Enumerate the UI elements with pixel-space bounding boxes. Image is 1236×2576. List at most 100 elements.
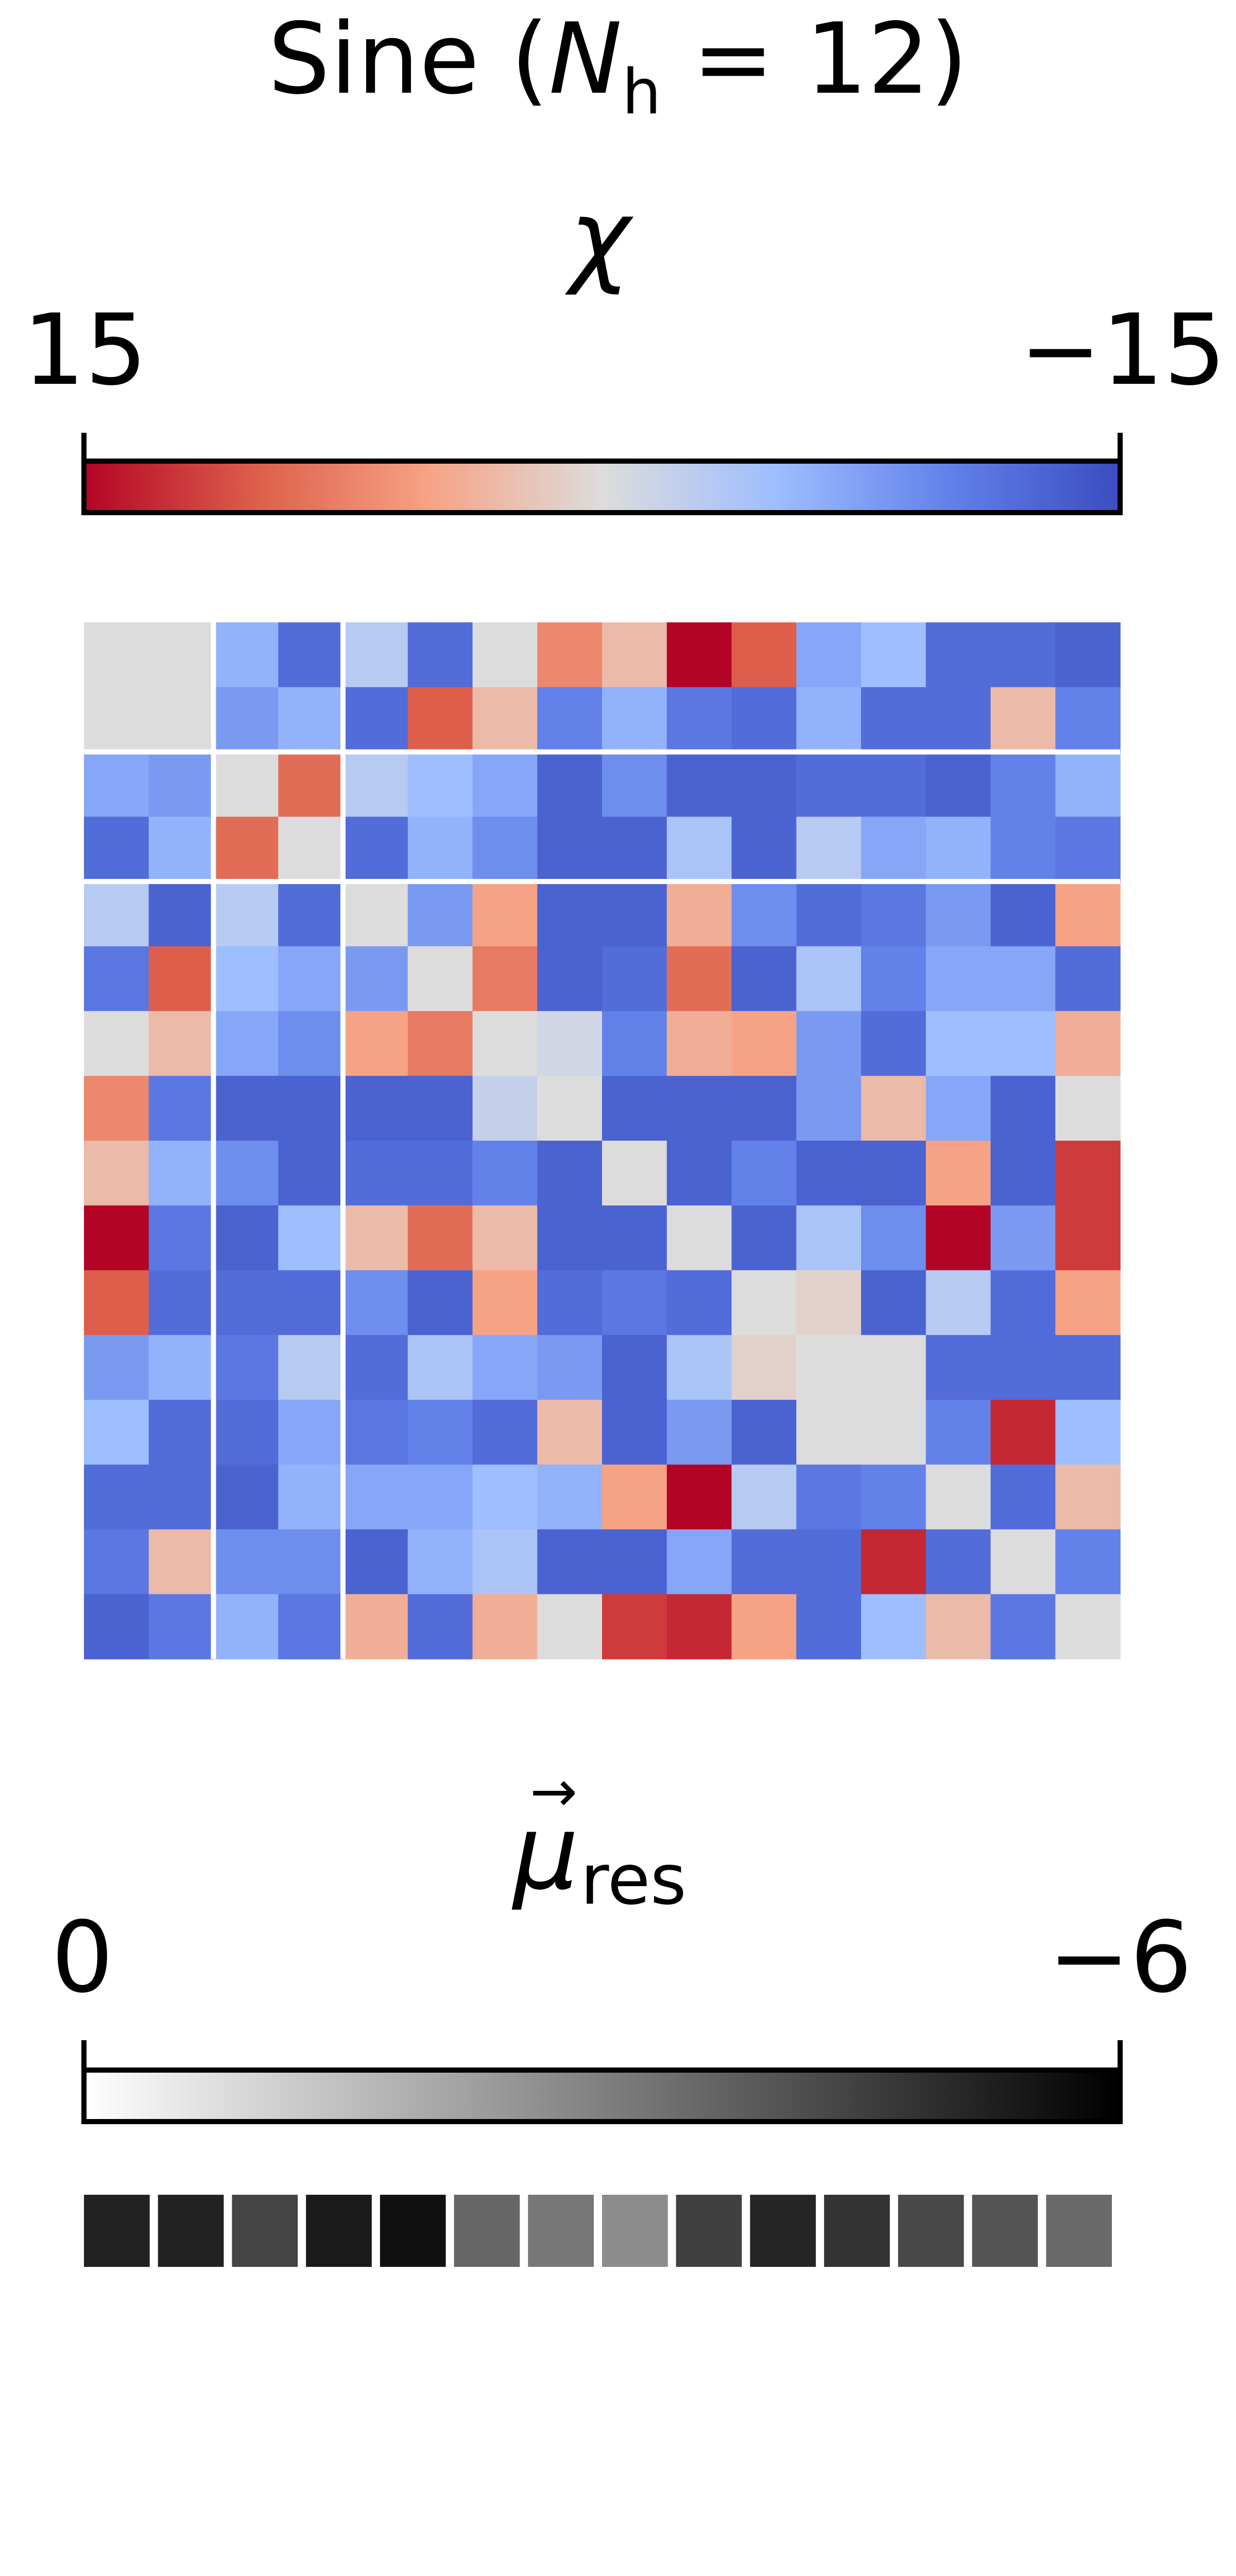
heatmap-cell-r8-c9 [666, 1141, 732, 1206]
heatmap-cell-r4-c7 [537, 882, 603, 947]
heatmap-cell-r14-c8 [602, 1529, 667, 1595]
heatmap-cell-r12-c8 [602, 1400, 667, 1465]
heatmap-cell-r15-c1 [148, 1594, 214, 1659]
chi-colorbar-left-tick-label: 15 [23, 293, 147, 407]
heatmap-cell-r2-c2 [213, 752, 279, 818]
heatmap-cell-r3-c6 [472, 817, 538, 882]
heatmap-cell-r5-c6 [472, 946, 538, 1012]
mu-res-cell-11 [898, 2195, 964, 2267]
heatmap-cell-r14-c10 [731, 1529, 797, 1595]
heatmap-cell-r10-c2 [213, 1270, 279, 1336]
heatmap-cell-r7-c11 [796, 1076, 862, 1141]
heatmap-cell-r4-c10 [731, 882, 797, 947]
heatmap-cell-r3-c4 [343, 817, 408, 882]
heatmap-cell-r15-c6 [472, 1594, 538, 1659]
heatmap-cell-r12-c2 [213, 1400, 279, 1465]
heatmap-cell-r3-c7 [537, 817, 603, 882]
heatmap-cell-r9-c4 [343, 1205, 408, 1271]
mu-colorbar-left-tick-label: 0 [52, 1901, 114, 2014]
heatmap-cell-r12-c12 [861, 1400, 926, 1465]
heatmap-cell-r4-c11 [796, 882, 862, 947]
heatmap-cell-r7-c3 [278, 1076, 344, 1141]
heatmap-cell-r13-c0 [84, 1464, 149, 1530]
heatmap-cell-r8-c12 [861, 1141, 926, 1206]
heatmap-cell-r4-c8 [602, 882, 667, 947]
heatmap-cell-r14-c15 [1055, 1529, 1121, 1595]
heatmap-cell-r10-c5 [407, 1270, 473, 1336]
heatmap-cell-r4-c2 [213, 882, 279, 947]
heatmap-cell-r8-c5 [407, 1141, 473, 1206]
heatmap-cell-r13-c15 [1055, 1464, 1121, 1530]
heatmap-cell-r2-c1 [148, 752, 214, 818]
heatmap-cell-r6-c13 [925, 1011, 991, 1077]
mu-res-cell-6 [528, 2195, 594, 2267]
heatmap-cell-r15-c13 [925, 1594, 991, 1659]
heatmap-cell-r11-c10 [731, 1335, 797, 1400]
heatmap-cell-r0-c8 [602, 622, 667, 688]
heatmap-cell-r1-c2 [213, 687, 279, 753]
heatmap-cell-r15-c12 [861, 1594, 926, 1659]
heatmap-cell-r3-c12 [861, 817, 926, 882]
heatmap-cell-r14-c3 [278, 1529, 344, 1595]
heatmap-cell-r10-c12 [861, 1270, 926, 1336]
mu-res-cell-12 [972, 2195, 1038, 2267]
heatmap-cell-r10-c3 [278, 1270, 344, 1336]
heatmap-cell-r14-c0 [84, 1529, 149, 1595]
mu-res-cell-4 [380, 2195, 446, 2267]
heatmap-cell-r15-c10 [731, 1594, 797, 1659]
heatmap-cell-r11-c3 [278, 1335, 344, 1400]
heatmap-cell-r12-c7 [537, 1400, 603, 1465]
heatmap-cell-r15-c4 [343, 1594, 408, 1659]
heatmap-cell-r3-c2 [213, 817, 279, 882]
heatmap-cell-r8-c15 [1055, 1141, 1121, 1206]
heatmap-cell-r6-c9 [666, 1011, 732, 1077]
heatmap-cell-r7-c12 [861, 1076, 926, 1141]
heatmap-cell-r8-c2 [213, 1141, 279, 1206]
heatmap-cell-r2-c7 [537, 752, 603, 818]
heatmap-cell-r4-c12 [861, 882, 926, 947]
chart-title: Sine (Nh = 12) [268, 2, 968, 128]
heatmap-cell-r1-c6 [472, 687, 538, 753]
heatmap-cell-r9-c7 [537, 1205, 603, 1271]
heatmap-cell-r9-c1 [148, 1205, 214, 1271]
heatmap-cell-r11-c8 [602, 1335, 667, 1400]
heatmap-cell-r6-c15 [1055, 1011, 1121, 1077]
heatmap-cell-r6-c11 [796, 1011, 862, 1077]
heatmap-cell-r9-c8 [602, 1205, 667, 1271]
heatmap-cell-r6-c3 [278, 1011, 344, 1077]
heatmap-cell-r0-c15 [1055, 622, 1121, 688]
heatmap-cell-r9-c2 [213, 1205, 279, 1271]
chi-colorbar-right-tick-label: −15 [1020, 293, 1226, 407]
heatmap-cell-r8-c10 [731, 1141, 797, 1206]
heatmap-cell-r8-c13 [925, 1141, 991, 1206]
heatmap-cell-r7-c6 [472, 1076, 538, 1141]
heatmap-cell-r15-c7 [537, 1594, 603, 1659]
chi-heatmap [84, 622, 1121, 1659]
mu-colorbar-label-symbol: μ [511, 1793, 578, 1913]
mu-res-cell-5 [454, 2195, 520, 2267]
heatmap-cell-r15-c15 [1055, 1594, 1121, 1659]
heatmap-cell-r1-c0 [84, 687, 149, 753]
heatmap-cell-r0-c5 [407, 622, 473, 688]
heatmap-cell-r6-c6 [472, 1011, 538, 1077]
heatmap-cell-r2-c13 [925, 752, 991, 818]
heatmap-cell-r6-c1 [148, 1011, 214, 1077]
heatmap-cell-r14-c11 [796, 1529, 862, 1595]
heatmap-cell-r9-c13 [925, 1205, 991, 1271]
heatmap-cell-r10-c9 [666, 1270, 732, 1336]
heatmap-cell-r6-c7 [537, 1011, 603, 1077]
heatmap-cell-r8-c7 [537, 1141, 603, 1206]
heatmap-cell-r12-c15 [1055, 1400, 1121, 1465]
mu-res-cell-13 [1046, 2195, 1112, 2267]
mu-colorbar-right-tick-label: −6 [1048, 1901, 1192, 2014]
heatmap-cell-r1-c11 [796, 687, 862, 753]
heatmap-cell-r8-c11 [796, 1141, 862, 1206]
heatmap-cell-r12-c13 [925, 1400, 991, 1465]
heatmap-cell-r15-c14 [990, 1594, 1056, 1659]
mu-res-strip [84, 2195, 1112, 2267]
heatmap-cell-r9-c14 [990, 1205, 1056, 1271]
heatmap-cell-r0-c9 [666, 622, 732, 688]
heatmap-cell-r2-c12 [861, 752, 926, 818]
heatmap-cell-r15-c11 [796, 1594, 862, 1659]
heatmap-cell-r13-c1 [148, 1464, 214, 1530]
